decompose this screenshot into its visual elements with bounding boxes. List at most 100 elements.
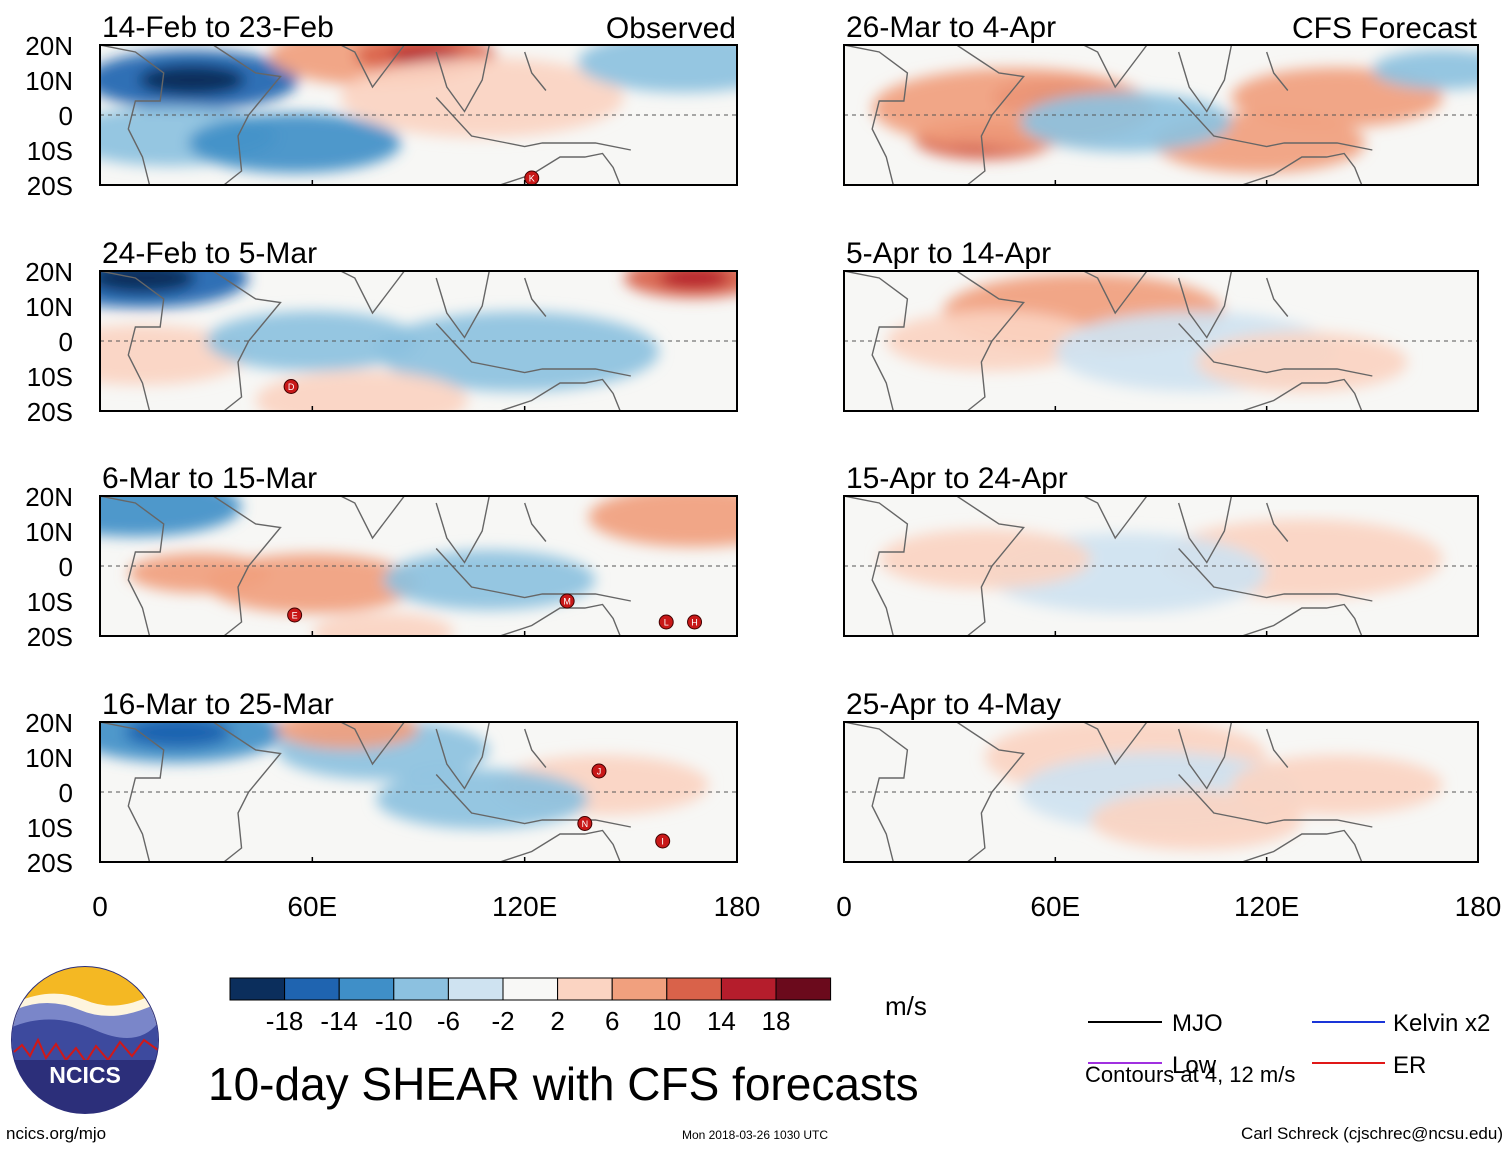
timestamp: Mon 2018-03-26 1030 UTC (682, 1128, 828, 1142)
coastline-2 (340, 271, 405, 315)
panel-obs2: D 24-Feb to 5-Mar (99, 237, 738, 412)
coastline-4 (435, 774, 631, 828)
coastline-1 (956, 722, 1025, 862)
coastline-5 (1241, 829, 1363, 862)
y-tick-label: 10N (25, 292, 73, 322)
coastline-3 (1177, 496, 1233, 564)
colorbar-swatch-4 (447, 977, 504, 1001)
shear-anomaly-2 (1231, 755, 1443, 815)
ncics-logo: NCICS (11, 966, 159, 1114)
coastline-0 (844, 496, 909, 636)
colorbar-label: 2 (550, 1006, 564, 1036)
shear-anomaly-5 (1372, 49, 1478, 90)
coastline-4 (1178, 323, 1373, 377)
x-tick-label: 180 (1455, 891, 1502, 922)
colorbar-swatch-5 (502, 977, 559, 1001)
x-tick-label: 0 (92, 891, 108, 922)
coastline-3 (1177, 722, 1233, 790)
shear-anomaly-0 (100, 496, 242, 537)
y-tick-label: 10S (27, 813, 73, 843)
coastline-6 (524, 51, 547, 91)
x-tick-label: 0 (836, 891, 852, 922)
legend-note: Contours at 4, 12 m/s (1085, 1062, 1295, 1087)
y-tick-label: 10N (25, 517, 73, 547)
y-tick-label: 0 (59, 778, 73, 808)
coastline-6 (1266, 277, 1289, 317)
coastline-3 (435, 271, 490, 339)
coastline-3 (435, 722, 490, 790)
units-label: m/s (885, 991, 927, 1021)
coastline-0 (844, 45, 909, 185)
shear-anomaly-2 (188, 113, 401, 173)
x-tick-label: 120E (492, 891, 557, 922)
map-panels: K 14-Feb to 23-Feb Observed D 24-Feb to 5-Ma… (99, 11, 1479, 863)
panel-frame (99, 44, 738, 186)
coastline-1 (956, 45, 1025, 185)
coastline-0 (844, 271, 909, 411)
coastline-0 (100, 45, 165, 185)
coastline-1 (956, 496, 1025, 636)
shear-anomaly-core-0 (138, 65, 246, 95)
period-label: 5-Apr to 14-Apr (846, 237, 1051, 270)
legend-label-er: ER (1393, 1052, 1426, 1079)
x-tick-label: 60E (1030, 891, 1080, 922)
shear-anomaly-3 (376, 311, 660, 392)
shear-anomaly-3 (1090, 790, 1302, 850)
coastline-0 (100, 722, 165, 862)
coastline-2 (1083, 271, 1148, 315)
coastline-5 (499, 603, 621, 636)
colorbar-label: 18 (762, 1006, 791, 1036)
coastline-5 (1241, 603, 1363, 636)
coastline-0 (844, 722, 909, 862)
panel-frame (843, 270, 1479, 412)
y-tick-label: 10S (27, 587, 73, 617)
shear-anomaly-core-4 (659, 271, 730, 288)
storm-letter: M (563, 597, 571, 607)
coastline-2 (1083, 45, 1148, 89)
colorbar-label: 14 (707, 1006, 736, 1036)
storm-marker-D: D (283, 379, 299, 394)
shear-anomaly-3 (1196, 332, 1408, 392)
observed-column-label: Observed (606, 12, 736, 45)
y-tick-label: 20N (25, 482, 73, 512)
coastline-4 (1178, 548, 1373, 602)
storm-letter: I (661, 837, 664, 847)
coastline-3 (1177, 45, 1233, 113)
coastline-0 (100, 271, 165, 411)
y-tick-label: 20S (27, 622, 73, 652)
panel-fc4: 25-Apr to 4-May (843, 688, 1479, 863)
coastline-1 (956, 271, 1025, 411)
storm-marker-N: N (577, 816, 593, 831)
colorbar-label: -10 (375, 1006, 413, 1036)
colorbar-label: 10 (652, 1006, 681, 1036)
panel-frame (99, 270, 738, 412)
coastline-5 (1241, 378, 1363, 411)
shear-anomaly-5 (312, 612, 454, 636)
legend-label-mjo: MJO (1172, 1010, 1223, 1037)
colorbar-label: 6 (605, 1006, 619, 1036)
shear-anomaly-4 (376, 769, 589, 829)
colorbar-swatch-9 (720, 977, 777, 1001)
period-label: 24-Feb to 5-Mar (102, 237, 317, 270)
colorbar-swatch-2 (338, 977, 395, 1001)
panel-obs1: K 14-Feb to 23-Feb Observed (99, 11, 738, 186)
coastline-1 (212, 722, 282, 862)
logo-text: NCICS (49, 1062, 121, 1088)
y-tick-label: 20S (27, 397, 73, 427)
storm-marker-M: M (559, 593, 575, 609)
colorbar-label: -6 (437, 1006, 460, 1036)
storm-marker-K: K (524, 170, 540, 185)
site-link[interactable]: ncics.org/mjo (6, 1124, 106, 1143)
coastline-6 (1266, 728, 1289, 768)
y-tick-label: 10N (25, 743, 73, 773)
shear-anomaly-3 (383, 550, 596, 610)
y-tick-label: 10N (25, 66, 73, 96)
coastline-5 (499, 829, 621, 862)
y-tick-label: 0 (59, 327, 73, 357)
shear-anomaly-6 (577, 45, 737, 93)
shear-anomaly-4 (588, 496, 737, 547)
colorbar-swatch-10 (775, 977, 832, 1001)
panel-frame (99, 721, 738, 863)
colorbar-swatch-8 (666, 977, 722, 1001)
